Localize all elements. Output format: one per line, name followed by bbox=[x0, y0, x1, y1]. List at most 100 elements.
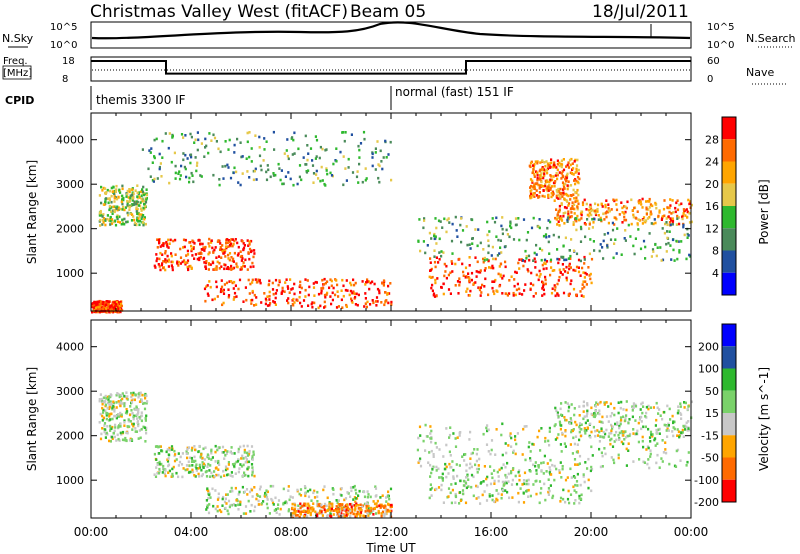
data-cell bbox=[246, 170, 249, 173]
data-cell bbox=[190, 456, 193, 460]
data-cell bbox=[610, 412, 614, 415]
data-cell bbox=[369, 303, 372, 306]
data-cell bbox=[541, 294, 544, 297]
data-cell bbox=[194, 156, 197, 159]
data-cell bbox=[645, 448, 648, 451]
data-cell bbox=[545, 267, 548, 270]
data-cell bbox=[619, 406, 622, 410]
data-cell bbox=[562, 183, 565, 187]
data-cell bbox=[372, 513, 375, 516]
data-cell bbox=[117, 303, 120, 307]
data-cell bbox=[158, 460, 161, 464]
data-cell bbox=[564, 401, 567, 404]
data-cell bbox=[551, 494, 555, 498]
data-cell bbox=[605, 428, 608, 432]
data-cell bbox=[445, 230, 448, 234]
data-cell bbox=[554, 174, 557, 177]
data-cell bbox=[121, 430, 125, 434]
data-cell bbox=[665, 250, 668, 253]
data-cell bbox=[353, 512, 356, 516]
data-cell bbox=[514, 217, 518, 220]
data-cell bbox=[353, 283, 356, 287]
data-cell bbox=[170, 445, 174, 448]
data-cell bbox=[571, 204, 574, 208]
data-cell bbox=[339, 513, 342, 516]
data-cell bbox=[166, 458, 169, 461]
data-cell bbox=[109, 412, 112, 416]
data-cell bbox=[384, 139, 387, 143]
data-cell bbox=[624, 205, 627, 209]
data-cell bbox=[636, 210, 639, 213]
data-cell bbox=[128, 439, 132, 442]
data-cell bbox=[498, 284, 501, 288]
data-cell bbox=[313, 496, 317, 499]
data-cell bbox=[230, 503, 234, 507]
data-cell bbox=[336, 283, 339, 287]
data-cell bbox=[197, 138, 200, 142]
data-cell bbox=[604, 205, 607, 209]
data-cell bbox=[372, 509, 375, 512]
data-cell bbox=[218, 178, 221, 181]
data-cell bbox=[140, 217, 143, 221]
data-cell bbox=[534, 480, 537, 483]
data-cell bbox=[607, 405, 610, 408]
data-cell bbox=[227, 245, 230, 248]
data-cell bbox=[122, 205, 125, 209]
data-cell bbox=[504, 480, 507, 484]
data-cell bbox=[531, 179, 534, 183]
data-cell bbox=[187, 446, 191, 449]
data-cell bbox=[468, 279, 471, 283]
data-cell bbox=[423, 217, 426, 220]
data-cell bbox=[171, 268, 174, 272]
data-cell bbox=[200, 474, 203, 478]
data-cell bbox=[197, 239, 200, 242]
data-cell bbox=[262, 500, 265, 503]
data-cell bbox=[142, 185, 145, 189]
data-cell bbox=[184, 468, 187, 472]
data-cell bbox=[634, 237, 637, 240]
colorbar-frame bbox=[721, 323, 737, 503]
data-cell bbox=[344, 131, 347, 134]
data-cell bbox=[378, 180, 381, 184]
data-cell bbox=[282, 182, 285, 186]
data-cell bbox=[187, 460, 190, 463]
data-cell bbox=[190, 244, 193, 248]
data-cell bbox=[432, 455, 435, 458]
data-cell bbox=[620, 430, 623, 433]
data-cell bbox=[529, 192, 533, 196]
data-cell bbox=[363, 515, 366, 518]
data-cell bbox=[663, 199, 666, 202]
data-cell bbox=[592, 221, 595, 224]
data-cell bbox=[140, 411, 143, 414]
data-cell bbox=[115, 393, 118, 397]
data-cell bbox=[650, 255, 653, 258]
time-axis-label: Time UT bbox=[365, 541, 416, 554]
data-cell bbox=[106, 214, 109, 217]
data-cell bbox=[534, 260, 537, 264]
data-cell bbox=[366, 511, 369, 515]
data-cell bbox=[558, 420, 561, 424]
colorbar-segment bbox=[722, 324, 736, 347]
data-cell bbox=[552, 181, 556, 185]
data-cell bbox=[487, 239, 490, 242]
data-cell bbox=[141, 192, 144, 195]
data-cell bbox=[471, 237, 474, 240]
data-cell bbox=[319, 510, 322, 513]
data-cell bbox=[522, 479, 526, 482]
data-cell bbox=[235, 170, 238, 174]
data-cell bbox=[371, 299, 374, 302]
data-cell bbox=[462, 274, 465, 277]
data-cell bbox=[253, 304, 256, 307]
data-cell bbox=[652, 250, 655, 253]
colorbar-segment bbox=[722, 390, 736, 413]
data-cell bbox=[596, 207, 599, 211]
data-cell bbox=[542, 189, 545, 192]
data-cell bbox=[215, 140, 218, 143]
data-cell bbox=[358, 489, 361, 493]
data-cell bbox=[211, 456, 214, 459]
data-cell bbox=[433, 232, 436, 236]
data-cell bbox=[369, 508, 372, 511]
data-cell bbox=[110, 435, 114, 439]
data-cell bbox=[682, 225, 685, 229]
data-cell bbox=[443, 467, 446, 471]
